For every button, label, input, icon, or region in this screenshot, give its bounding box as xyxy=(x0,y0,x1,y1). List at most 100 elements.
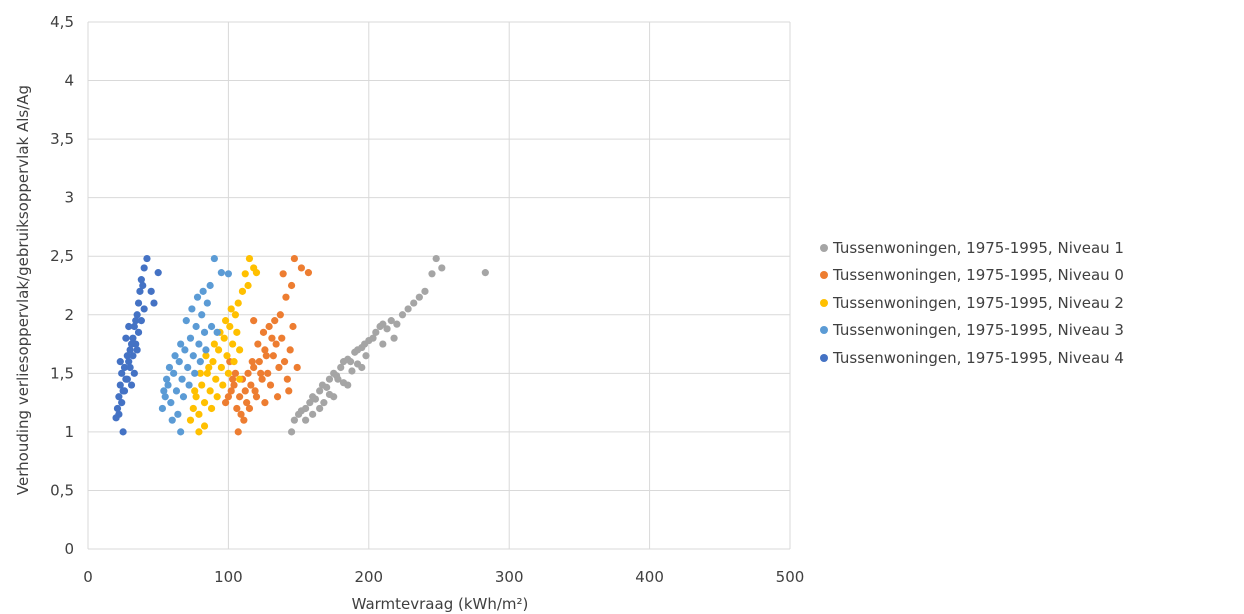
data-point xyxy=(207,322,216,331)
legend-marker xyxy=(820,353,828,362)
grid-lines xyxy=(87,21,791,550)
data-point xyxy=(195,340,203,348)
data-point xyxy=(120,363,129,372)
data-point xyxy=(325,375,334,383)
data-point xyxy=(224,270,232,278)
data-point xyxy=(259,328,268,336)
y-axis-title: Verhouding verliesoppervlak/gebruiksoppe… xyxy=(14,85,32,495)
x-tick-label: 400 xyxy=(635,568,664,586)
data-point xyxy=(323,383,331,391)
x-tick-label: 100 xyxy=(214,568,243,586)
data-point xyxy=(269,352,277,360)
data-point xyxy=(289,322,297,331)
data-point xyxy=(205,363,213,372)
data-point xyxy=(184,363,192,372)
y-tick-label: 1,5 xyxy=(50,364,74,382)
data-point xyxy=(203,299,211,307)
data-point xyxy=(200,399,209,407)
data-point xyxy=(224,369,232,377)
data-point xyxy=(229,375,237,383)
data-point xyxy=(226,322,234,331)
data-point xyxy=(178,375,186,383)
data-point xyxy=(280,358,289,366)
data-point xyxy=(230,381,238,389)
data-point xyxy=(276,311,284,319)
data-point xyxy=(379,320,387,328)
data-point xyxy=(139,281,147,290)
data-point xyxy=(311,395,320,403)
data-point xyxy=(115,393,123,401)
data-point xyxy=(227,387,235,395)
data-point xyxy=(213,328,221,336)
data-point xyxy=(250,363,258,372)
data-point xyxy=(179,393,188,401)
data-point xyxy=(410,299,418,307)
legend-marker xyxy=(820,326,828,335)
data-point xyxy=(199,287,207,295)
data-point xyxy=(125,358,133,366)
data-point xyxy=(154,269,162,277)
data-point xyxy=(248,358,256,366)
data-point xyxy=(115,410,123,418)
y-tick-label: 1 xyxy=(64,423,74,441)
data-point xyxy=(236,346,244,354)
data-point xyxy=(214,346,223,354)
data-point xyxy=(237,410,245,418)
x-axis-title: Warmtevraag (kWh/m²) xyxy=(352,595,529,613)
data-point xyxy=(278,334,286,342)
data-point xyxy=(172,387,181,395)
data-point xyxy=(316,387,324,395)
data-point xyxy=(123,352,131,360)
data-point xyxy=(234,428,242,436)
data-point xyxy=(196,358,204,366)
data-point xyxy=(438,264,446,272)
y-tick-label: 0,5 xyxy=(50,481,74,499)
data-point xyxy=(238,287,247,295)
data-point xyxy=(130,322,138,331)
data-point xyxy=(252,393,261,401)
data-point xyxy=(234,299,242,307)
data-point xyxy=(217,363,225,372)
data-point xyxy=(168,416,176,424)
data-point xyxy=(170,369,178,377)
data-point xyxy=(290,254,298,263)
data-point xyxy=(481,269,489,277)
y-tick-label: 3,5 xyxy=(50,130,74,148)
data-point xyxy=(282,293,290,301)
data-point xyxy=(212,375,220,383)
legend-label: Tussenwoningen, 1975-1995, Niveau 0 xyxy=(833,266,1124,285)
data-point xyxy=(133,311,141,319)
data-point xyxy=(421,287,429,295)
legend-marker xyxy=(820,271,828,280)
data-point xyxy=(339,379,348,387)
data-point xyxy=(245,404,254,413)
data-point xyxy=(129,334,137,342)
data-point xyxy=(224,393,232,401)
data-point xyxy=(147,287,155,295)
y-tick-label: 4 xyxy=(64,72,74,90)
legend-item: Tussenwoningen, 1975-1995, Niveau 1 xyxy=(820,234,1124,262)
data-point xyxy=(320,399,328,407)
data-point xyxy=(229,340,237,348)
data-point xyxy=(325,390,334,399)
data-point xyxy=(185,381,193,389)
data-point xyxy=(202,346,210,354)
data-point xyxy=(306,399,314,407)
data-point xyxy=(189,404,197,413)
y-tick-label: 4,5 xyxy=(50,13,74,31)
data-point xyxy=(233,328,241,336)
data-points xyxy=(112,254,489,436)
data-point xyxy=(129,352,137,360)
data-point xyxy=(163,375,171,383)
data-point xyxy=(164,381,172,389)
data-point xyxy=(167,399,175,407)
data-point xyxy=(243,399,251,407)
data-point xyxy=(161,393,169,401)
data-point xyxy=(261,346,269,354)
data-point xyxy=(160,387,168,395)
data-point xyxy=(202,352,210,360)
data-point xyxy=(118,369,126,377)
data-point xyxy=(221,399,230,407)
data-point xyxy=(287,428,296,436)
legend-item: Tussenwoningen, 1975-1995, Niveau 3 xyxy=(820,317,1124,345)
